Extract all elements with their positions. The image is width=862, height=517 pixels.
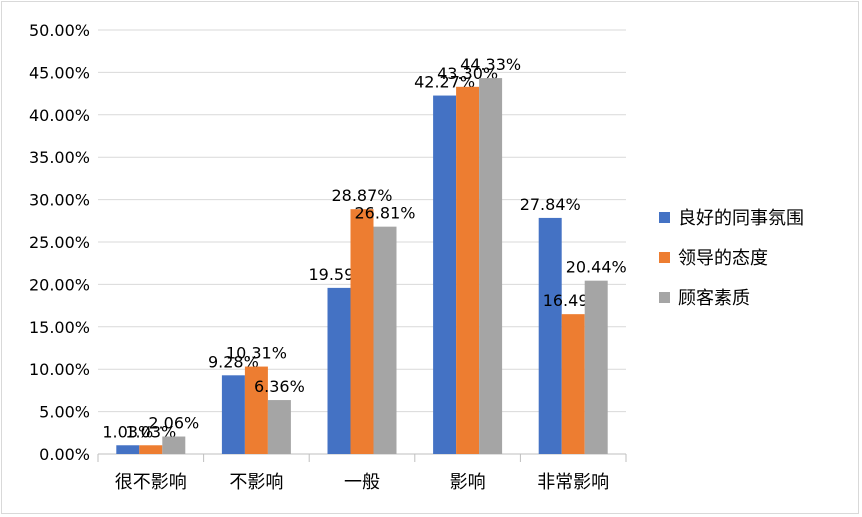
x-category-label: 不影响 (229, 472, 283, 493)
data-label: 6.36% (254, 377, 305, 396)
bar-0-2 (327, 287, 351, 454)
bar-1-2 (350, 209, 374, 454)
x-category-label: 非常影响 (537, 472, 609, 493)
bar-1-0 (139, 445, 163, 454)
y-tick-label: 40.00% (29, 106, 90, 125)
legend-entry: 顾客素质 (678, 288, 750, 309)
data-label: 2.06% (148, 414, 199, 433)
data-label: 10.31% (226, 344, 287, 363)
bar-0-4 (538, 217, 562, 454)
data-label: 20.44% (566, 258, 627, 277)
legend-swatch (659, 292, 670, 303)
legend-swatch (659, 212, 670, 223)
bar-1-1 (244, 366, 268, 454)
legend-entry: 良好的同事氛围 (678, 208, 804, 229)
y-tick-label: 50.00% (29, 21, 90, 40)
bar-1-4 (561, 314, 585, 454)
data-label: 43.30% (437, 64, 498, 83)
x-category-label: 影响 (450, 472, 486, 493)
bar-2-1 (267, 400, 291, 454)
bar-0-1 (221, 375, 245, 454)
y-tick-label: 35.00% (29, 148, 90, 167)
y-tick-label: 15.00% (29, 318, 90, 337)
y-tick-label: 45.00% (29, 63, 90, 82)
bar-2-0 (162, 436, 186, 454)
bar-2-3 (479, 78, 503, 454)
data-label: 44.33% (460, 55, 521, 74)
data-label: 26.81% (354, 204, 415, 223)
y-tick-label: 20.00% (29, 275, 90, 294)
data-label: 42.27% (414, 73, 475, 92)
y-tick-label: 10.00% (29, 360, 90, 379)
data-label: 1.03% (102, 422, 153, 441)
bar-0-3 (433, 95, 457, 454)
x-category-label: 一般 (344, 472, 380, 493)
data-label: 27.84% (520, 195, 581, 214)
y-tick-label: 30.00% (29, 191, 90, 210)
data-label: 9.28% (208, 352, 259, 371)
legend-swatch (659, 252, 670, 263)
bar-2-4 (584, 280, 608, 454)
y-tick-label: 0.00% (39, 445, 90, 464)
data-label: 28.87% (331, 186, 392, 205)
y-tick-label: 5.00% (39, 403, 90, 422)
bar-0-0 (116, 445, 140, 454)
bar-1-3 (456, 86, 480, 454)
legend-entry: 领导的态度 (678, 248, 768, 269)
x-category-label: 很不影响 (115, 472, 187, 493)
y-tick-label: 25.00% (29, 233, 90, 252)
data-label: 1.03% (125, 422, 176, 441)
bar-2-2 (373, 226, 397, 454)
